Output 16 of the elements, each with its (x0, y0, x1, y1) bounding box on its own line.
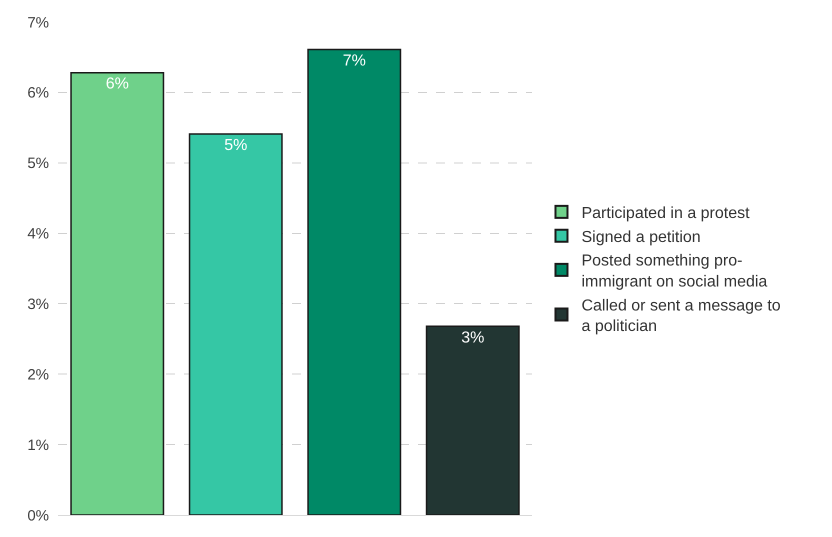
y-tick-label: 1% (27, 436, 49, 454)
y-tick-label: 0% (27, 507, 49, 524)
legend-label: Called or sent a message to a politician (581, 297, 781, 336)
data-label: 6% (106, 76, 129, 93)
data-label: 7% (342, 52, 366, 70)
y-tick-label: 2% (27, 366, 49, 384)
y-tick-label: 4% (27, 226, 49, 243)
legend-label: Posted something pro-immigrant on social media (581, 252, 768, 291)
data-label: 5% (224, 136, 248, 154)
y-tick-label: 7% (27, 14, 49, 32)
legend-label: Signed a petition (581, 228, 701, 246)
y-tick-label: 5% (27, 155, 49, 172)
y-tick-label: 3% (27, 296, 49, 313)
legend-label: Participated in a protest (581, 205, 750, 222)
data-label: 3% (461, 329, 484, 346)
y-tick-label: 6% (27, 84, 49, 102)
